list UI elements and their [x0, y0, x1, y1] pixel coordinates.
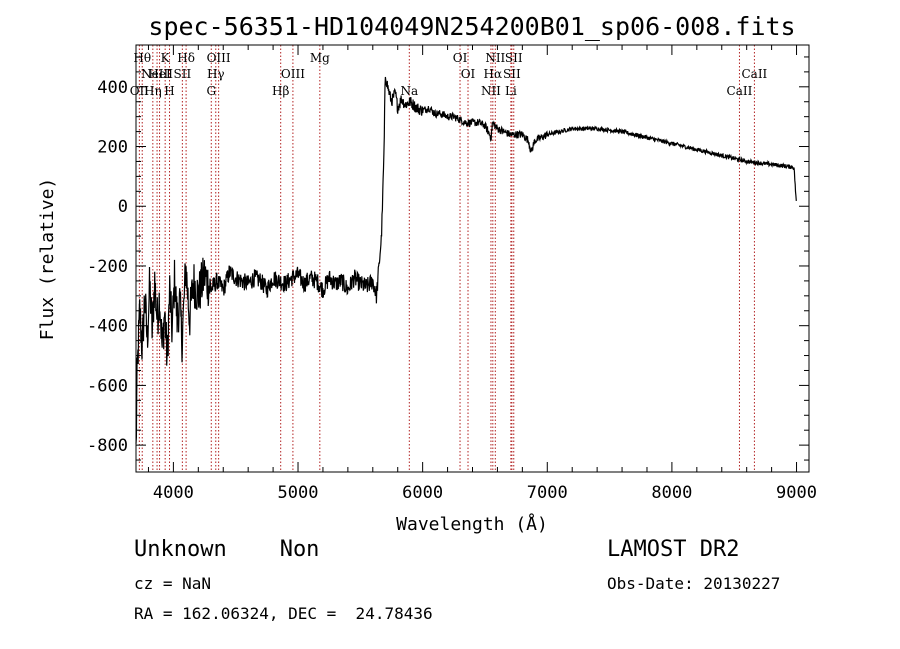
y-tick-label: 400	[97, 78, 128, 98]
y-axis-ticks: -800 -600 -400 -200 0 200 400	[87, 56, 809, 461]
spectral-line-label: OIII	[207, 51, 231, 65]
spectral-line-label: SII	[503, 67, 521, 81]
spectral-line-label: OI	[461, 67, 476, 81]
spectral-line-label: G	[206, 84, 216, 98]
y-axis-label: Flux (relative)	[37, 178, 58, 341]
spectral-line-labels: OIIHθHηNeIIIHeIKHSIIHδGHγOIIIHβOIIIMgNaO…	[130, 51, 768, 98]
x-tick-label: 5000	[278, 483, 319, 503]
object-class: Unknown Non	[134, 537, 320, 562]
spectral-line-label: Hθ	[133, 51, 151, 65]
chart-title: spec-56351-HD104049N254200B01_sp06-008.f…	[148, 12, 795, 41]
spectral-line-label: SII	[505, 51, 523, 65]
spectral-line-label: K	[161, 51, 171, 65]
x-tick-label: 7000	[527, 483, 568, 503]
y-tick-label: -600	[87, 376, 128, 396]
spectral-line-label: Mg	[310, 51, 330, 65]
spectral-line-label: CaII	[741, 67, 767, 81]
coordinates: RA = 162.06324, DEC = 24.78436	[134, 604, 433, 623]
spectral-line-label: Hα	[484, 67, 503, 81]
spectrum-series-line	[135, 76, 797, 444]
spectral-line-label: OI	[453, 51, 468, 65]
x-tick-label: 8000	[651, 483, 692, 503]
spectral-line-label: HeI	[148, 67, 171, 81]
x-tick-label: 9000	[776, 483, 817, 503]
spectral-line-label: NeIII	[141, 67, 173, 81]
observation-date: Obs-Date: 20130227	[607, 574, 781, 593]
spectral-line-label: CaII	[727, 84, 753, 98]
plot-frame	[135, 44, 810, 473]
spectral-line-label: OIII	[281, 67, 305, 81]
spectral-line-label: Hη	[144, 84, 162, 98]
spectral-line-label: Li	[505, 84, 517, 98]
spectral-line-label: NII	[485, 51, 505, 65]
spectral-line-markers	[138, 45, 755, 472]
y-tick-label: 200	[97, 138, 128, 158]
x-axis-ticks: 4000 5000 6000 7000 8000 9000	[147, 45, 817, 503]
x-tick-label: 4000	[153, 483, 194, 503]
spectral-line-label: NII	[481, 84, 501, 98]
y-tick-label: 0	[118, 197, 128, 217]
spectral-line-label: H	[164, 84, 174, 98]
spectral-line-label: Na	[400, 84, 418, 98]
y-tick-label: -400	[87, 317, 128, 337]
spectral-line-label: Hβ	[272, 84, 289, 98]
x-tick-label: 6000	[402, 483, 443, 503]
survey-name: LAMOST DR2	[607, 537, 740, 562]
spectral-line-label: OII	[130, 84, 150, 98]
spectral-line-label: Hδ	[177, 51, 195, 65]
y-tick-label: -200	[87, 257, 128, 277]
spectral-line-label: SII	[174, 67, 192, 81]
spectral-line-label: Hγ	[207, 67, 225, 81]
x-axis-label: Wavelength (Å)	[396, 513, 548, 535]
y-tick-label: -800	[87, 436, 128, 456]
redshift-value: cz = NaN	[134, 574, 212, 593]
